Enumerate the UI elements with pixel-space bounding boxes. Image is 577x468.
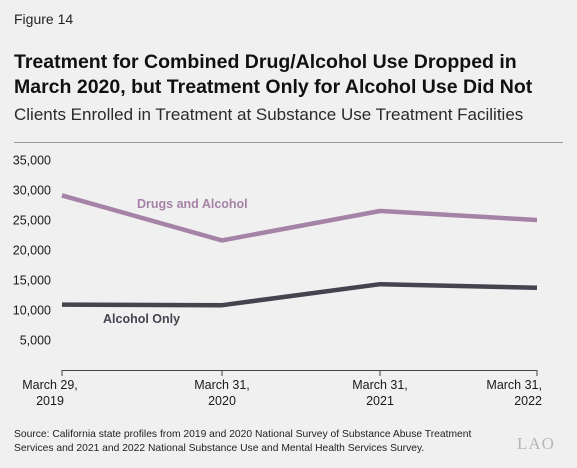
x-tick-label: 2021 <box>366 394 394 408</box>
figure-label: Figure 14 <box>14 11 74 27</box>
y-tick-label: 10,000 <box>13 304 51 318</box>
series-lines <box>61 193 538 308</box>
x-tick-label: 2020 <box>208 394 236 408</box>
y-axis-ticks: 5,000 10,000 15,000 20,000 25,000 30,000 35,00… <box>13 154 51 348</box>
x-tick-label: March 31, <box>194 378 250 392</box>
series-line-alcohol-only <box>61 281 538 308</box>
series-label: Alcohol Only <box>103 312 180 326</box>
series-labels: Drugs and Alcohol Alcohol Only <box>103 197 248 326</box>
x-tick-label: 2019 <box>36 394 64 408</box>
series-label: Drugs and Alcohol <box>137 197 248 211</box>
y-tick-label: 15,000 <box>13 274 51 288</box>
line-chart: 5,000 10,000 15,000 20,000 25,000 30,000 35,00… <box>13 154 542 409</box>
lao-logo: LAO <box>517 434 555 453</box>
series-line-drugs-and-alcohol <box>61 193 538 243</box>
source-note: Source: California state profiles from 2… <box>14 429 472 454</box>
y-tick-label: 5,000 <box>20 334 51 348</box>
title-divider <box>14 142 563 143</box>
chart-subtitle: Clients Enrolled in Treatment at Substan… <box>14 105 524 124</box>
x-axis-ticks: March 29, 2019 March 31, 2020 March 31, 2021 M… <box>22 370 542 408</box>
y-tick-label: 35,000 <box>13 154 51 168</box>
y-tick-label: 20,000 <box>13 244 51 258</box>
x-tick-label: March 31, <box>352 378 408 392</box>
x-tick-label: March 31, <box>486 378 542 392</box>
x-tick-label: March 29, <box>22 378 78 392</box>
x-tick-label: 2022 <box>514 394 542 408</box>
y-tick-label: 25,000 <box>13 214 51 228</box>
chart-title: Treatment for Combined Drug/Alcohol Use … <box>14 51 533 98</box>
y-tick-label: 30,000 <box>13 184 51 198</box>
